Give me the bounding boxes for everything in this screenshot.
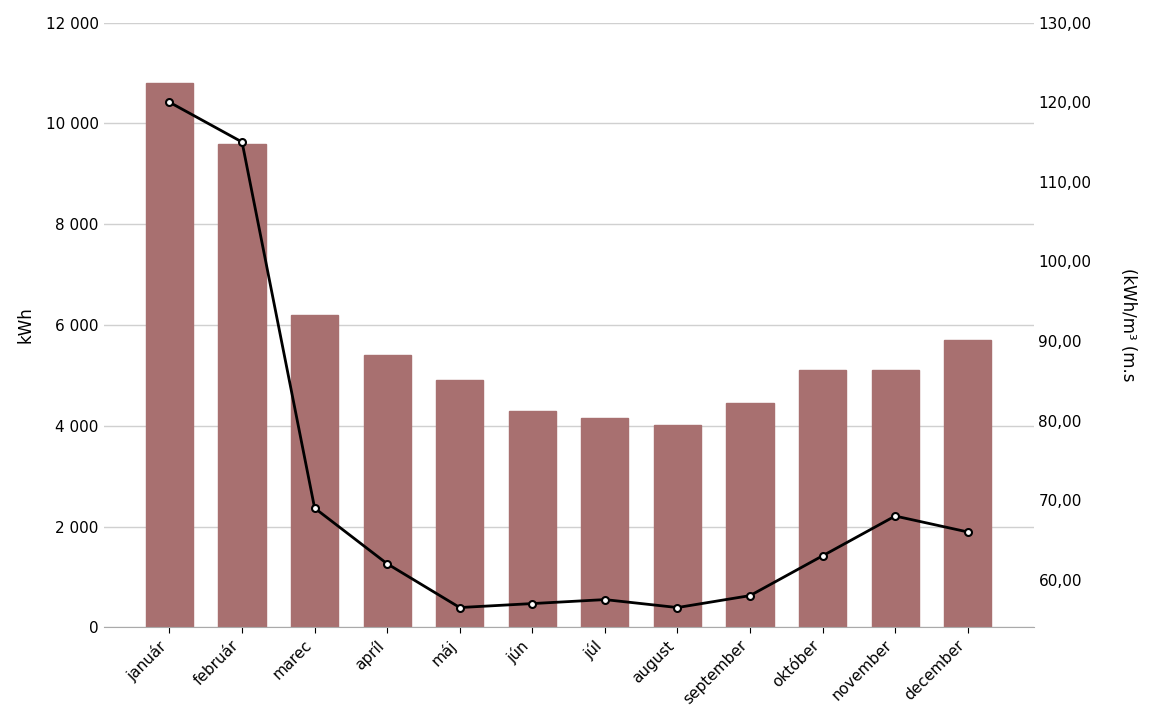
Bar [218, 143, 265, 628]
Bar [145, 83, 193, 628]
Bar [436, 381, 484, 628]
Bar [291, 315, 338, 628]
Bar [582, 418, 629, 628]
Bar [726, 403, 773, 628]
Bar [944, 340, 991, 628]
Y-axis label: (kWh/m³ (m.s: (kWh/m³ (m.s [1119, 269, 1138, 382]
Bar [799, 371, 846, 628]
Bar [871, 371, 919, 628]
Bar [509, 411, 556, 628]
Y-axis label: kWh: kWh [16, 307, 35, 343]
Bar [654, 425, 700, 628]
Bar [364, 355, 411, 628]
